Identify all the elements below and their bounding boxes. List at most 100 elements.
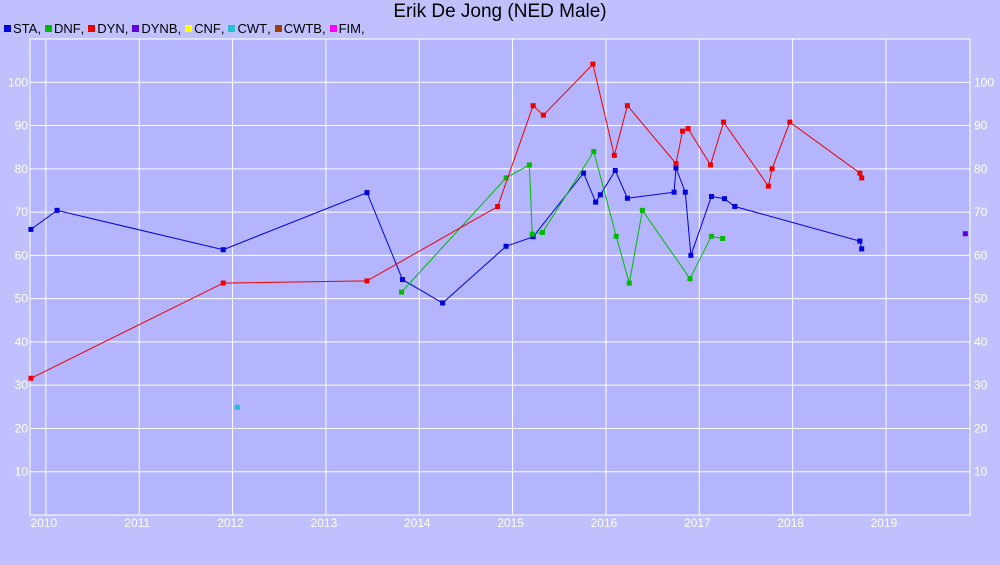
legend-swatch: [185, 24, 193, 32]
y-tick-label-right: 10: [974, 465, 988, 479]
point-dyn: [624, 103, 630, 109]
point-dynb: [962, 231, 968, 237]
point-sta: [624, 195, 630, 201]
y-tick-label-right: 80: [974, 162, 988, 176]
point-sta: [612, 168, 618, 174]
point-sta: [530, 234, 536, 240]
legend-label: STA: [13, 20, 38, 36]
y-tick-label-right: 90: [974, 119, 988, 133]
legend-label: CWTB: [283, 20, 322, 36]
x-tick-label: 2019: [871, 516, 898, 530]
point-dyn: [787, 119, 793, 125]
legend-item-cwt: CWT,: [228, 20, 271, 36]
legend-label: CWT: [237, 20, 268, 36]
point-sta: [503, 243, 509, 249]
y-tick-label-right: 50: [974, 292, 988, 306]
y-tick-label-left: 50: [15, 292, 29, 306]
point-sta: [673, 165, 679, 171]
point-dyn: [769, 166, 775, 172]
legend-swatch: [228, 24, 236, 32]
point-dyn: [765, 183, 771, 189]
legend-label: DYNB: [141, 20, 178, 36]
legend-item-dnf: DNF,: [44, 20, 85, 36]
series-line-dnf: [401, 150, 723, 293]
point-dyn: [673, 161, 679, 167]
point-sta: [708, 194, 714, 200]
legend-separator: ,: [37, 20, 41, 36]
legend-separator: ,: [321, 20, 326, 36]
legend-separator: ,: [124, 20, 129, 36]
point-dyn: [679, 128, 685, 134]
y-tick-label-left: 60: [15, 248, 29, 262]
legend-swatch: [329, 24, 337, 32]
point-sta: [671, 189, 677, 195]
legend-item-dyn: DYN,: [88, 20, 128, 36]
x-tick-label: 2012: [217, 516, 244, 530]
legend-separator: ,: [80, 20, 85, 36]
legend-separator: ,: [220, 20, 225, 36]
point-dnf: [720, 235, 726, 241]
legend-swatch: [4, 24, 11, 32]
y-tick-label-left: 40: [15, 335, 29, 349]
y-tick-label-left: 100: [8, 75, 28, 89]
legend-swatch: [132, 24, 140, 32]
point-dyn: [590, 61, 596, 67]
point-dyn: [530, 103, 536, 109]
x-tick-label: 2017: [684, 516, 711, 530]
legend-item-cnf: CNF,: [185, 20, 224, 36]
x-tick-label: 2014: [404, 516, 431, 530]
point-dyn: [495, 203, 501, 209]
legend-label: DNF: [53, 20, 81, 36]
legend-label: FIM: [338, 20, 361, 36]
point-sta: [857, 238, 863, 244]
y-tick-label-left: 80: [15, 162, 29, 176]
point-sta: [28, 226, 34, 232]
point-dyn: [540, 112, 546, 118]
y-tick-label-right: 30: [974, 378, 988, 392]
y-tick-label-right: 100: [974, 75, 994, 89]
point-sta: [859, 246, 865, 252]
point-dyn: [721, 119, 727, 125]
legend-label: DYN: [97, 20, 125, 36]
point-dnf: [613, 233, 619, 239]
legend: STA, DNF, DYN, DYNB, CNF, CWT, CWTB, FIM,: [4, 20, 369, 36]
x-tick-label: 2016: [591, 516, 618, 530]
y-tick-label-left: 10: [15, 465, 29, 479]
point-sta: [440, 300, 446, 306]
legend-separator: ,: [267, 20, 271, 36]
x-tick-label: 2010: [31, 516, 58, 530]
y-tick-label-left: 20: [15, 421, 29, 435]
chart-title: Erik De Jong (NED Male): [393, 1, 607, 22]
legend-swatch: [88, 24, 96, 32]
legend-item-sta: STA,: [4, 20, 41, 36]
point-sta: [54, 207, 60, 213]
point-dyn: [857, 170, 863, 176]
point-dyn: [707, 162, 713, 168]
point-sta: [721, 196, 727, 202]
point-cwt: [234, 404, 240, 410]
legend-label: CNF: [194, 20, 221, 36]
point-sta: [732, 203, 738, 209]
x-tick-label: 2015: [497, 516, 524, 530]
series-line-sta: [30, 167, 863, 304]
point-dnf: [708, 233, 714, 239]
point-dyn: [220, 280, 226, 286]
y-tick-label-left: 90: [15, 119, 29, 133]
y-tick-label-right: 70: [974, 205, 988, 219]
point-dnf: [539, 229, 545, 235]
point-dyn: [685, 126, 691, 132]
point-dnf: [529, 231, 535, 237]
y-tick-label-right: 40: [974, 335, 988, 349]
legend-swatch: [274, 24, 282, 32]
x-tick-label: 2018: [777, 516, 804, 530]
point-dnf: [626, 280, 632, 286]
point-dyn: [364, 278, 370, 284]
legend-item-cwtb: CWTB,: [274, 20, 326, 36]
plot-area: [29, 38, 971, 516]
legend-swatch: [44, 24, 52, 32]
point-sta: [682, 189, 688, 195]
point-sta: [597, 192, 603, 198]
point-sta: [581, 170, 587, 176]
y-tick-label-left: 70: [15, 205, 29, 219]
